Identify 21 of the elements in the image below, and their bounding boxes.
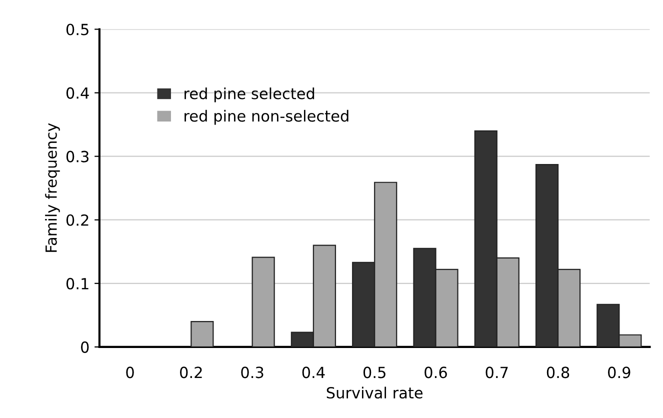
y-tick-label: 0.2 — [66, 214, 88, 226]
x-tick-label: 0.8 — [546, 366, 570, 378]
y-tick-label: 0.5 — [66, 24, 88, 36]
legend-label: red pine non-selected — [184, 110, 348, 125]
x-axis-title: Survival rate — [326, 386, 423, 399]
y-tick-label: 0.4 — [66, 87, 89, 99]
x-tick-label: 0.2 — [180, 366, 202, 378]
x-tick-label: 0.3 — [241, 366, 264, 378]
legend-label: red pine selected — [184, 87, 314, 102]
x-tick-label: 0.6 — [424, 366, 447, 378]
x-tick-label: 0.7 — [486, 366, 508, 378]
y-tick-label: 0.1 — [66, 278, 88, 290]
y-tick-label: 0.3 — [66, 150, 89, 162]
y-tick-label: 0 — [81, 341, 89, 353]
y-axis-title: Family frequency — [45, 123, 60, 252]
x-tick-label: 0 — [126, 366, 134, 378]
x-tick-label: 0.5 — [363, 366, 386, 378]
x-tick-label: 0.9 — [608, 366, 630, 378]
bar — [252, 256, 275, 347]
bar — [190, 320, 214, 347]
x-tick-label: 0.4 — [302, 366, 325, 378]
